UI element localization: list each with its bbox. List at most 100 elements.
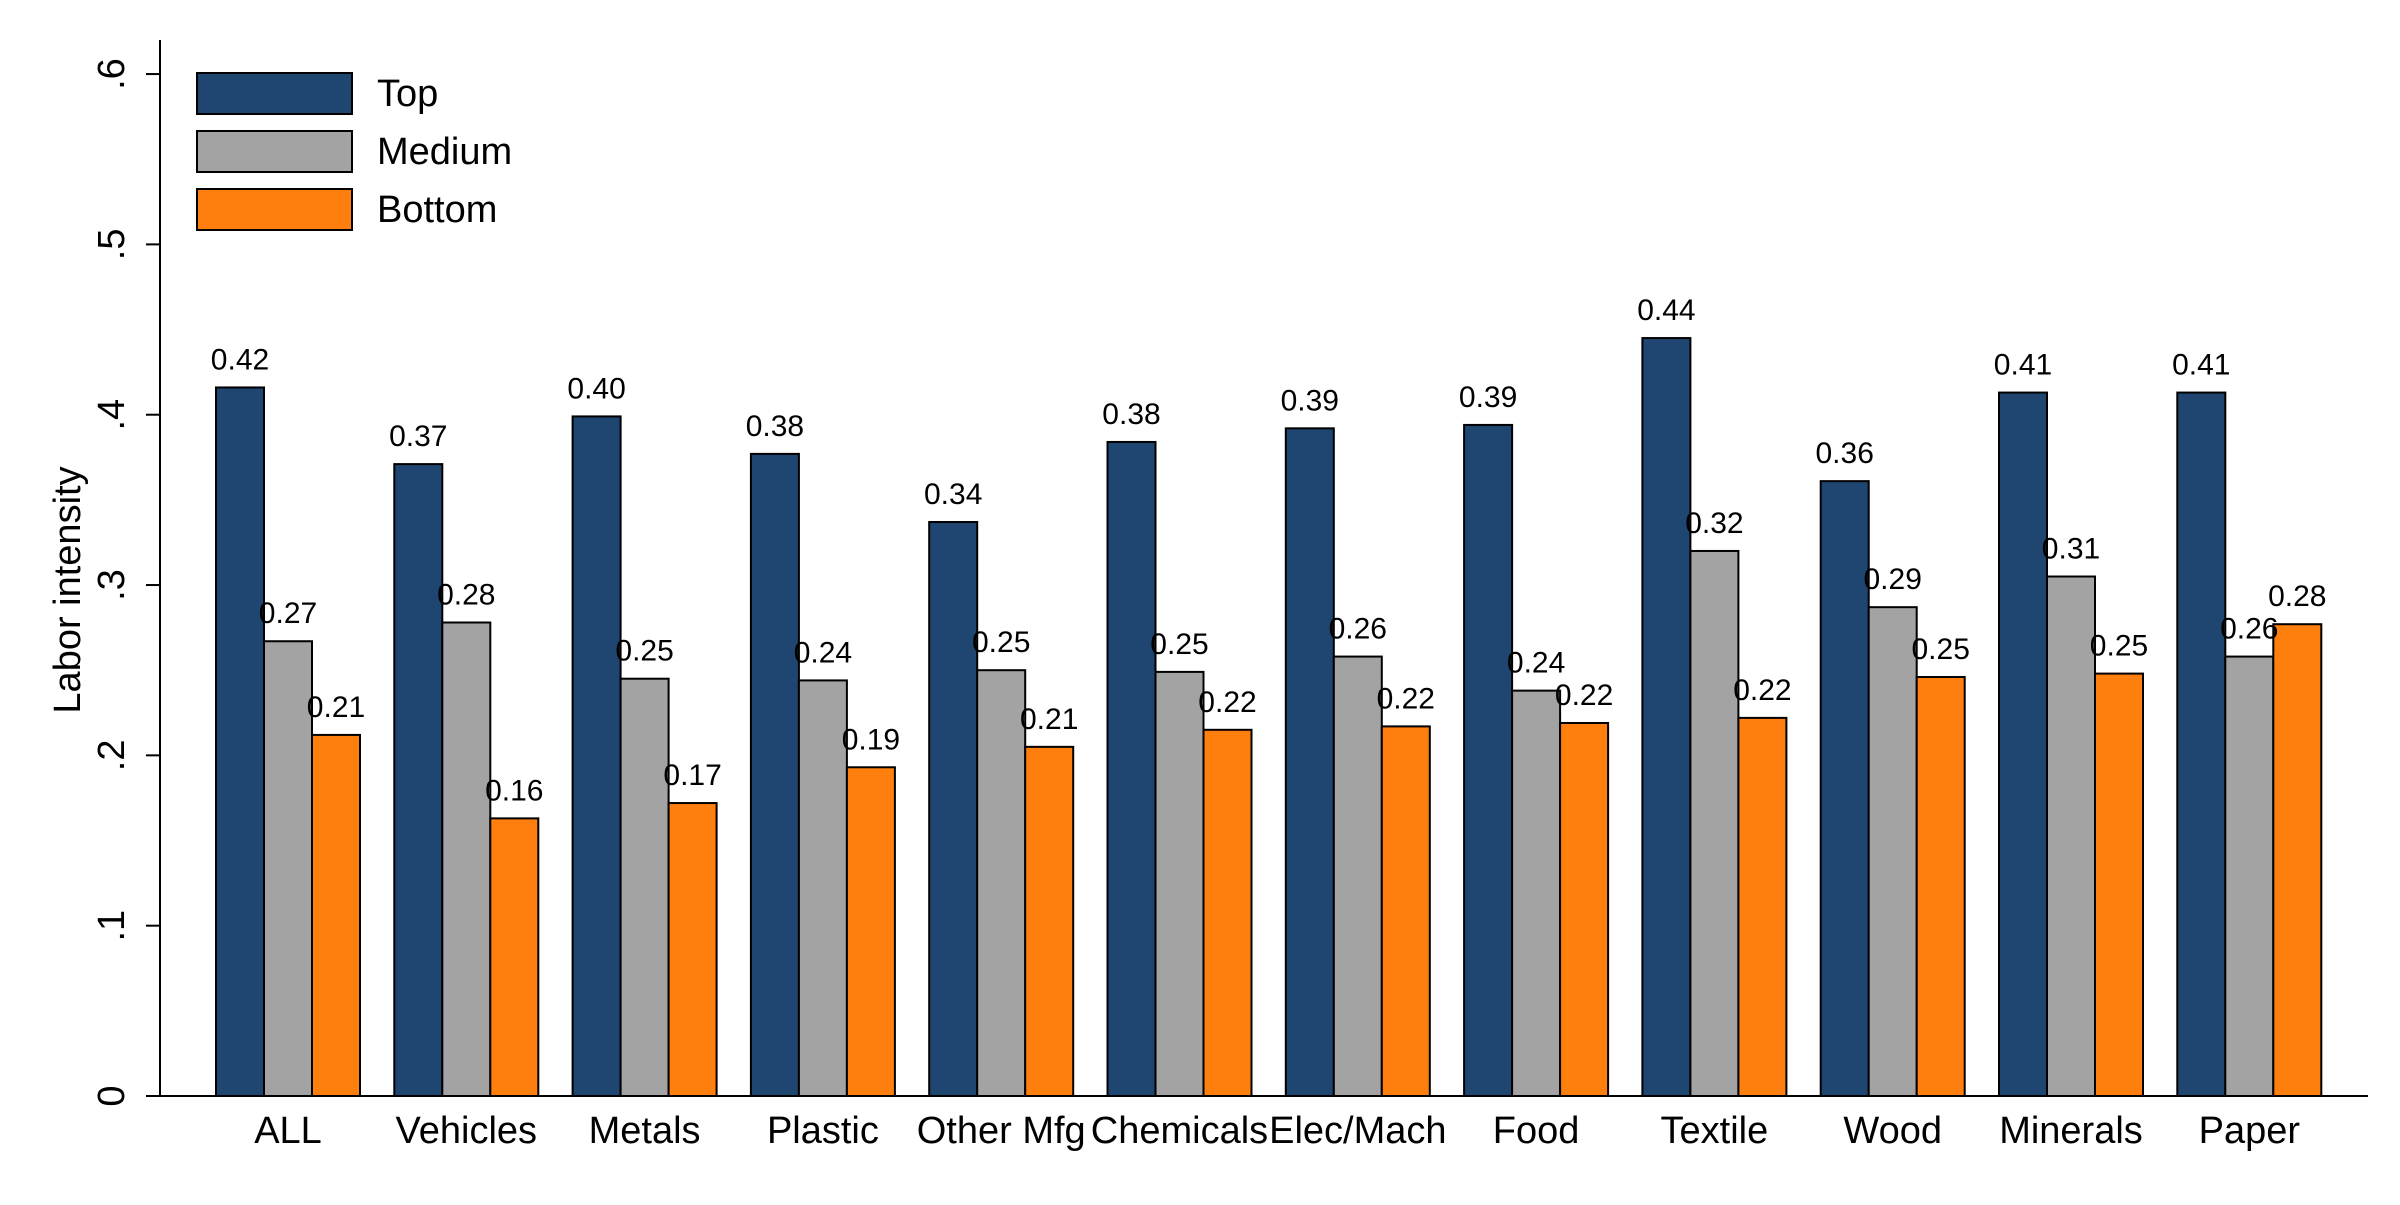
data-label: 0.24: [1507, 647, 1565, 680]
bar-medium-all: [263, 640, 313, 1097]
data-label: 0.25: [2090, 630, 2148, 663]
bar-medium-minerals: [2046, 575, 2096, 1097]
data-label: 0.24: [794, 636, 852, 669]
y-tick-label: .4: [91, 399, 133, 431]
x-category-label: Food: [1493, 1110, 1580, 1152]
bar-bottom-chemicals: [1202, 728, 1253, 1097]
x-category-label: Chemicals: [1091, 1110, 1268, 1152]
x-category-label: ALL: [254, 1110, 322, 1152]
bar-bottom-minerals: [2094, 672, 2144, 1097]
data-label: 0.41: [2172, 349, 2230, 382]
bar-bottom-vehicles: [489, 817, 540, 1097]
legend-label-medium: Medium: [377, 131, 512, 173]
data-label: 0.28: [2268, 580, 2326, 613]
bar-medium-other-mfg: [976, 669, 1027, 1097]
data-label: 0.25: [615, 635, 673, 668]
bar-top-plastic: [749, 452, 800, 1098]
bar-bottom-paper: [2272, 623, 2323, 1098]
y-tick-label: .5: [91, 229, 133, 261]
bar-bottom-elec-mach: [1380, 725, 1431, 1098]
data-label: 0.25: [1150, 628, 1208, 661]
bar-medium-plastic: [797, 679, 848, 1097]
y-tick-label: .2: [91, 740, 133, 772]
bar-top-metals: [571, 415, 622, 1097]
legend: Top Medium Bottom: [196, 72, 512, 231]
data-label: 0.44: [1637, 294, 1695, 327]
bar-top-paper: [2176, 391, 2227, 1097]
data-label: 0.26: [2220, 613, 2278, 646]
bar-medium-food: [1511, 689, 1562, 1097]
data-label: 0.16: [485, 774, 543, 807]
bar-medium-textile: [1689, 549, 1740, 1097]
bar-bottom-wood: [1915, 676, 1966, 1098]
data-label: 0.37: [389, 420, 447, 453]
data-label: 0.42: [211, 343, 269, 376]
bar-bottom-food: [1559, 721, 1610, 1097]
data-labels: 0.42 0.27 0.21 0.37 0.28 0.16 0.40 0.25 0.17 0.38…: [211, 294, 2327, 807]
bar-medium-wood: [1867, 606, 1918, 1097]
bar-top-food: [1463, 423, 1514, 1098]
bar-top-chemicals: [1106, 440, 1157, 1097]
data-label: 0.26: [1329, 613, 1387, 646]
data-label: 0.25: [972, 626, 1030, 659]
data-label: 0.29: [1864, 563, 1922, 596]
data-label: 0.28: [437, 579, 495, 612]
bar-top-minerals: [1998, 391, 2048, 1097]
legend-swatch-bottom: [196, 188, 353, 231]
bar-top-other-mfg: [928, 521, 979, 1097]
x-category-label: Textile: [1661, 1110, 1769, 1152]
bar-bottom-all: [311, 733, 361, 1097]
data-label: 0.36: [1816, 437, 1874, 470]
bar-bottom-metals: [667, 802, 718, 1097]
data-label: 0.39: [1459, 381, 1517, 414]
data-label: 0.27: [259, 597, 317, 630]
data-label: 0.22: [1377, 682, 1435, 715]
data-label: 0.22: [1198, 686, 1256, 719]
data-label: 0.21: [307, 691, 365, 724]
bar-top-vehicles: [393, 463, 444, 1098]
bar-medium-vehicles: [441, 621, 492, 1097]
bar-medium-elec-mach: [1332, 655, 1383, 1097]
data-label: 0.22: [1733, 674, 1791, 707]
bar-medium-metals: [619, 677, 670, 1097]
legend-swatch-top: [196, 72, 353, 115]
data-label: 0.22: [1555, 679, 1613, 712]
x-category-label: Paper: [2199, 1110, 2301, 1152]
data-label: 0.40: [567, 372, 625, 405]
data-label: 0.21: [1020, 703, 1078, 736]
data-label: 0.32: [1685, 507, 1743, 540]
legend-label-top: Top: [377, 73, 438, 115]
x-category-label: Vehicles: [396, 1110, 538, 1152]
bar-medium-paper: [2224, 655, 2275, 1097]
bars: [215, 337, 2323, 1098]
axes: 0 .1 .2 .3 .4 .5 .6 ALL Vehicles Metals Plastic Oth…: [91, 40, 2368, 1152]
bar-bottom-other-mfg: [1024, 745, 1075, 1097]
y-tick-label: .1: [91, 910, 133, 942]
bar-bottom-textile: [1737, 716, 1788, 1097]
y-tick-label: 0: [91, 1085, 133, 1106]
data-label: 0.41: [1994, 349, 2052, 382]
x-category-label: Elec/Mach: [1269, 1110, 1446, 1152]
x-category-label: Wood: [1843, 1110, 1942, 1152]
data-label: 0.34: [924, 478, 982, 511]
data-label: 0.17: [663, 759, 721, 792]
data-label: 0.19: [842, 723, 900, 756]
x-category-label: Metals: [589, 1110, 701, 1152]
data-label: 0.25: [1912, 633, 1970, 666]
bar-top-wood: [1819, 480, 1870, 1097]
bar-top-elec-mach: [1284, 427, 1335, 1097]
legend-swatch-medium: [196, 130, 353, 173]
x-category-label: Plastic: [767, 1110, 879, 1152]
data-label: 0.38: [746, 410, 804, 443]
bar-top-all: [215, 386, 265, 1097]
bar-bottom-plastic: [845, 766, 896, 1097]
bar-medium-chemicals: [1154, 670, 1205, 1098]
y-axis-title: Labor intensity: [47, 466, 89, 713]
bar-top-textile: [1641, 337, 1692, 1097]
x-category-label: Minerals: [1999, 1110, 2143, 1152]
y-tick-label: .6: [91, 58, 133, 90]
data-label: 0.31: [2042, 533, 2100, 566]
y-tick-label: .3: [91, 569, 133, 601]
